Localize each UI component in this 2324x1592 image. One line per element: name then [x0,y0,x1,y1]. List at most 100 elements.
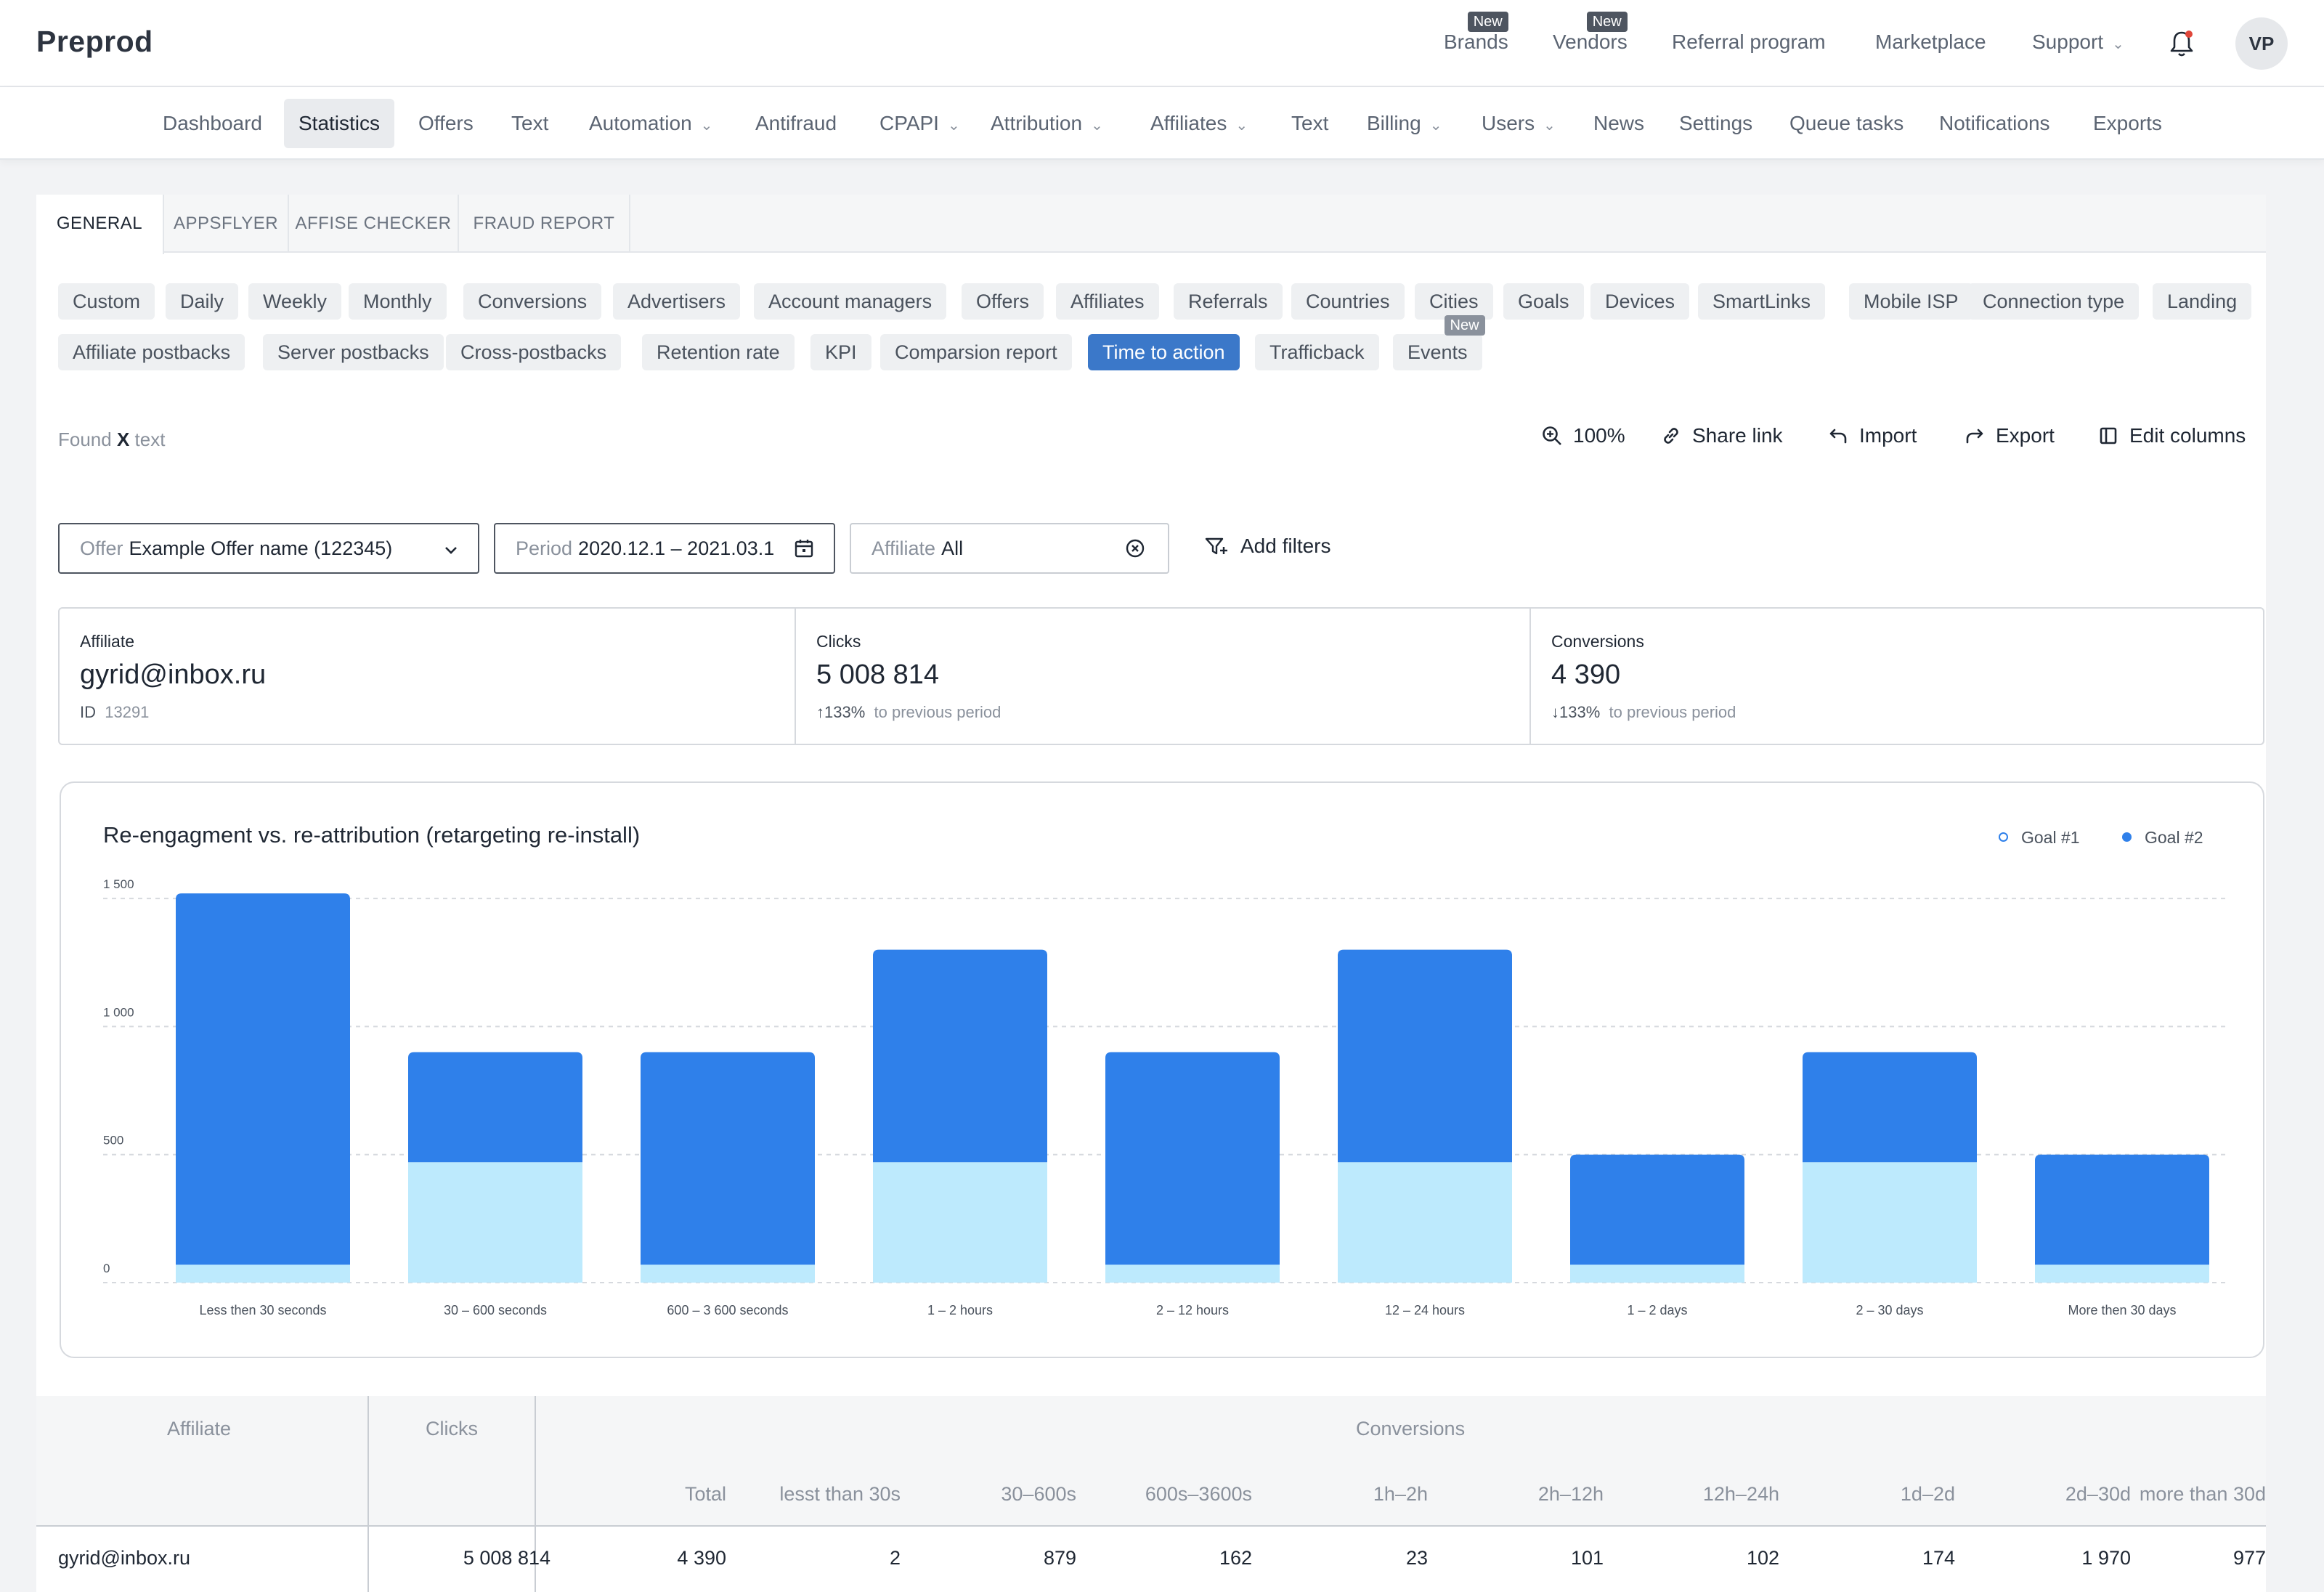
add-filters-button[interactable]: Add filters [1204,535,1331,558]
share-link-button[interactable]: Share link [1660,424,1783,447]
nav-antifraud[interactable]: Antifraud [755,112,837,134]
chip-connection-type[interactable]: Connection type [1968,283,2140,320]
tab-general[interactable]: GENERAL [36,195,164,254]
edit-columns-button[interactable]: Edit columns [2097,424,2246,447]
bar-segment-1[interactable] [1570,1264,1744,1283]
avatar[interactable]: VP [2235,17,2288,70]
nav-affiliates[interactable]: Affiliates ⌄ [1136,99,1262,148]
chip-smartlinks[interactable]: SmartLinks [1698,283,1826,320]
th-1d-2d[interactable]: 1d–2d [1900,1483,1955,1505]
legend-goal-2[interactable]: Goal #2 [2122,828,2203,848]
chip-kpi[interactable]: KPI [810,334,871,370]
chip-mobile-isp[interactable]: Mobile ISP [1849,283,1973,320]
bar-segment-2[interactable] [1105,1052,1280,1265]
chip-goals[interactable]: Goals [1503,283,1584,320]
th-2d-30d[interactable]: 2d–30d [2065,1483,2131,1505]
period-picker[interactable]: Period 2020.12.1 – 2021.03.1 [494,523,835,574]
bar-segment-1[interactable] [1105,1264,1280,1283]
app-logo[interactable]: Preprod [36,25,153,58]
th-more-30d[interactable]: more than 30d [2139,1483,2266,1505]
th-total[interactable]: Total [684,1483,726,1505]
nav-offers[interactable]: Offers [418,112,474,134]
bar-segment-2[interactable] [1570,1154,1744,1265]
tab-appsflyer[interactable]: APPSFLYER [164,195,289,253]
cell-affiliate[interactable]: gyrid@inbox.ru [58,1547,190,1569]
chip-offers[interactable]: Offers [962,283,1044,320]
tab-affise-checker[interactable]: AFFISE CHECKER [289,195,459,253]
bar-segment-1[interactable] [873,1162,1047,1283]
th-30-600s[interactable]: 30–600s [1001,1483,1076,1505]
nav-queue-tasks[interactable]: Queue tasks [1789,112,1904,134]
top-nav-marketplace[interactable]: Marketplace [1875,31,1986,53]
bar-segment-2[interactable] [2035,1154,2209,1265]
chip-custom[interactable]: Custom [58,283,155,320]
chip-affiliates[interactable]: Affiliates [1056,283,1159,320]
th-12h-24h[interactable]: 12h–24h [1702,1483,1779,1505]
chip-advertisers[interactable]: Advertisers [613,283,741,320]
nav-attribution[interactable]: Attribution ⌄ [976,99,1118,148]
bar-segment-1[interactable] [2035,1264,2209,1283]
nav-exports[interactable]: Exports [2093,112,2162,134]
th-less-30s[interactable]: lesst than 30s [779,1483,901,1505]
bar-segment-2[interactable] [873,949,1047,1163]
th-1h-2h[interactable]: 1h–2h [1373,1483,1428,1505]
bar-segment-2[interactable] [1803,1052,1977,1163]
bar-segment-1[interactable] [408,1162,582,1283]
chip-events[interactable]: Events New [1393,315,1485,370]
chip-cities[interactable]: Cities [1415,283,1493,320]
th-2h-12h[interactable]: 2h–12h [1537,1483,1604,1505]
bell-icon[interactable] [2169,29,2195,58]
nav-dashboard[interactable]: Dashboard [163,112,262,134]
bar-segment-2[interactable] [641,1052,815,1265]
chip-daily[interactable]: Daily [166,283,239,320]
chip-server-postbacks[interactable]: Server postbacks [263,334,444,370]
offer-select[interactable]: Offer Example Offer name (122345) [58,523,479,574]
export-button[interactable]: Export [1964,424,2055,447]
chip-retention-rate[interactable]: Retention rate [642,334,795,370]
bar-segment-1[interactable] [1338,1162,1512,1283]
zoom-button[interactable]: 100% [1541,424,1625,447]
nav-news[interactable]: News [1593,112,1645,134]
clear-icon[interactable] [1124,537,1146,559]
chip-comparsion-report[interactable]: Comparsion report [880,334,1072,370]
chip-monthly[interactable]: Monthly [349,283,447,320]
chip-referrals[interactable]: Referrals [1174,283,1283,320]
nav-billing[interactable]: Billing ⌄ [1352,99,1456,148]
chip-countries[interactable]: Countries [1291,283,1405,320]
nav-automation[interactable]: Automation ⌄ [574,99,727,148]
top-nav-brands[interactable]: Brands New [1444,12,1508,54]
nav-cpapi[interactable]: CPAPI ⌄ [865,99,975,148]
chip-account-managers[interactable]: Account managers [754,283,947,320]
bar-segment-1[interactable] [641,1264,815,1283]
legend-goal-1[interactable]: Goal #1 [1999,828,2080,848]
bar-segment-2[interactable] [1338,949,1512,1163]
chip-devices[interactable]: Devices [1590,283,1690,320]
tab-fraud-report[interactable]: FRAUD REPORT [459,195,630,253]
top-nav-referral-program[interactable]: Referral program [1672,31,1826,53]
top-nav-vendors[interactable]: Vendors New [1553,12,1628,54]
affiliate-select[interactable]: Affiliate All [850,523,1169,574]
chip-trafficback[interactable]: Trafficback [1255,334,1379,370]
top-nav-support[interactable]: Support ⌄ [2032,31,2124,54]
nav-notifications[interactable]: Notifications [1939,112,2050,134]
nav-settings[interactable]: Settings [1679,112,1753,134]
chip-weekly[interactable]: Weekly [248,283,342,320]
bar-segment-1[interactable] [1803,1162,1977,1283]
bar-segment-2[interactable] [408,1052,582,1163]
nav-text-2[interactable]: Text [1291,112,1329,134]
nav-users[interactable]: Users ⌄ [1467,99,1570,148]
chip-conversions[interactable]: Conversions [463,283,602,320]
bar-segment-2[interactable] [176,893,350,1265]
chip-landing[interactable]: Landing [2153,283,2252,320]
th-600-3600s[interactable]: 600s–3600s [1145,1483,1252,1505]
import-button[interactable]: Import [1827,424,1917,447]
chip-affiliate-postbacks[interactable]: Affiliate postbacks [58,334,245,370]
th-affiliate[interactable]: Affiliate [167,1418,232,1439]
chip-cross-postbacks[interactable]: Cross-postbacks [446,334,622,370]
bar-segment-1[interactable] [176,1264,350,1283]
nav-statistics[interactable]: Statistics [284,99,395,148]
nav-text[interactable]: Text [511,112,549,134]
stat-affiliate-value[interactable]: gyrid@inbox.ru [80,659,267,690]
th-clicks[interactable]: Clicks [426,1418,478,1439]
chip-time-to-action[interactable]: Time to action [1088,334,1240,370]
